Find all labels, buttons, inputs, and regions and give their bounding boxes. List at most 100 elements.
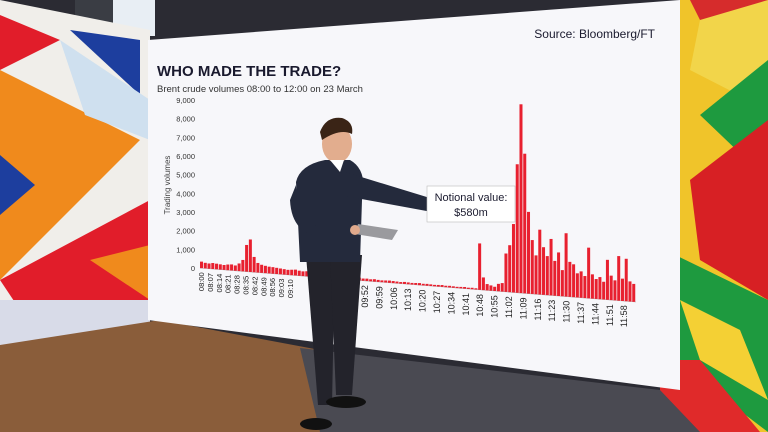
x-tick-label: 10:41 bbox=[461, 293, 471, 316]
x-tick-label: 10:48 bbox=[475, 294, 485, 317]
x-ticks: 08:00 08:07 08:14 08:21 08:28 08:35 08:42 08:49… bbox=[197, 272, 629, 327]
bar bbox=[406, 282, 410, 285]
bar bbox=[429, 284, 433, 287]
y-tick-label: 6,000 bbox=[176, 152, 195, 161]
bar bbox=[222, 265, 226, 270]
x-tick-label: 10:20 bbox=[418, 290, 428, 313]
callout-line-1: Notional value: bbox=[435, 192, 508, 204]
x-tick-label: 08:14 bbox=[215, 274, 224, 293]
bar bbox=[369, 279, 373, 282]
bar bbox=[215, 263, 219, 270]
bar bbox=[455, 286, 459, 289]
bar bbox=[200, 261, 204, 269]
bar bbox=[226, 264, 230, 271]
bar bbox=[538, 229, 542, 295]
bar bbox=[609, 275, 613, 301]
chart-title: WHO MADE THE TRADE? bbox=[157, 63, 341, 80]
x-tick-label: 09:52 bbox=[360, 285, 370, 308]
bar bbox=[444, 285, 448, 288]
bar bbox=[436, 284, 440, 287]
x-tick-label: 08:49 bbox=[259, 277, 268, 296]
x-tick-label: 08:28 bbox=[233, 275, 242, 294]
x-tick-label: 08:21 bbox=[224, 274, 233, 293]
y-tick-label: 0 bbox=[191, 264, 195, 273]
x-tick-label: 08:56 bbox=[268, 278, 277, 297]
bar bbox=[271, 267, 275, 274]
bar bbox=[481, 277, 485, 291]
chart-subtitle: Brent crude volumes 08:00 to 12:00 on 23… bbox=[157, 84, 363, 95]
x-tick-label: 08:42 bbox=[250, 277, 259, 296]
presenter bbox=[290, 117, 442, 430]
bar bbox=[290, 269, 294, 276]
bar bbox=[380, 280, 384, 283]
bar bbox=[575, 273, 579, 298]
bar bbox=[237, 263, 241, 272]
bar bbox=[459, 286, 463, 289]
bar bbox=[511, 224, 515, 293]
y-tick-label: 2,000 bbox=[176, 227, 195, 236]
bar bbox=[218, 264, 222, 270]
x-tick-label: 09:10 bbox=[286, 279, 295, 298]
bar bbox=[365, 278, 369, 282]
bar bbox=[211, 263, 215, 270]
bar bbox=[395, 281, 399, 284]
bar bbox=[241, 259, 245, 272]
bar bbox=[448, 285, 452, 288]
bar bbox=[560, 270, 564, 297]
bar bbox=[617, 256, 621, 301]
bar bbox=[466, 287, 470, 289]
bar bbox=[496, 283, 500, 292]
notional-value-callout: Notional value: $580m bbox=[426, 185, 516, 223]
bar bbox=[230, 264, 234, 271]
bar bbox=[527, 211, 531, 294]
y-tick-label: 7,000 bbox=[176, 133, 195, 142]
x-tick-label: 11:51 bbox=[605, 304, 615, 326]
x-tick-label: 11:16 bbox=[533, 299, 543, 321]
bar bbox=[263, 265, 267, 274]
bar bbox=[233, 265, 237, 271]
bar bbox=[203, 262, 207, 269]
bar bbox=[297, 270, 301, 276]
bar bbox=[463, 286, 467, 289]
bar bbox=[628, 281, 632, 302]
bar bbox=[286, 269, 290, 275]
bar bbox=[598, 277, 602, 300]
bar bbox=[557, 252, 561, 296]
bar bbox=[579, 271, 583, 298]
studio-floor-dark bbox=[300, 348, 700, 432]
bar bbox=[474, 288, 478, 290]
bar bbox=[433, 284, 437, 287]
bar bbox=[399, 282, 403, 284]
bar bbox=[583, 276, 587, 299]
bar bbox=[418, 283, 422, 286]
x-tick-label: 11:23 bbox=[547, 300, 557, 322]
bar bbox=[508, 245, 512, 293]
bar bbox=[207, 263, 211, 269]
callout-line-2: $580m bbox=[454, 207, 488, 219]
chart-source: Source: Bloomberg/FT bbox=[534, 27, 655, 41]
bar bbox=[421, 283, 425, 286]
bar bbox=[376, 279, 380, 282]
bar bbox=[391, 281, 395, 284]
bar bbox=[387, 280, 391, 283]
bar bbox=[594, 279, 598, 299]
bar bbox=[632, 283, 636, 302]
x-tick-label: 11:30 bbox=[562, 301, 572, 323]
x-tick-label: 08:07 bbox=[206, 273, 215, 292]
x-tick-label: 11:58 bbox=[619, 305, 629, 327]
x-tick-label: 10:55 bbox=[490, 295, 500, 318]
bar bbox=[425, 283, 429, 286]
bar bbox=[248, 239, 252, 272]
bar bbox=[282, 269, 286, 275]
bar bbox=[478, 243, 482, 290]
y-tick-label: 3,000 bbox=[176, 208, 195, 217]
x-tick-label: 11:37 bbox=[576, 302, 586, 324]
y-tick-label: 1,000 bbox=[176, 245, 195, 254]
bar bbox=[624, 258, 628, 302]
bar bbox=[620, 278, 624, 301]
x-tick-label: 11:09 bbox=[518, 298, 528, 320]
x-tick-label: 10:13 bbox=[403, 289, 413, 312]
y-tick-label: 9,000 bbox=[176, 96, 195, 105]
bar bbox=[260, 264, 264, 273]
bar bbox=[545, 256, 549, 296]
